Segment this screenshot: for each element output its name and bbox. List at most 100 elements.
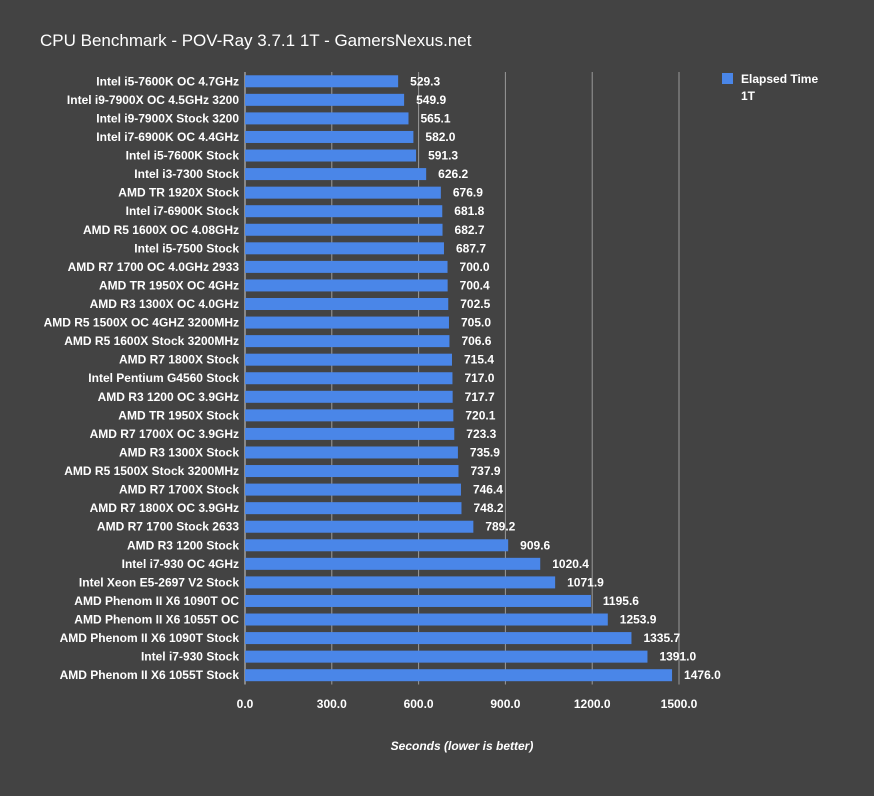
bar [245, 93, 405, 106]
category-label: AMD TR 1920X Stock [118, 186, 239, 200]
bar [245, 539, 509, 552]
x-tick-label: 600.0 [404, 697, 434, 711]
category-label: AMD R7 1700 OC 4.0GHz 2933 [68, 260, 240, 274]
data-label: 582.0 [425, 130, 455, 144]
bar [245, 557, 541, 570]
category-label: AMD Phenom II X6 1090T OC [74, 594, 239, 608]
data-label: 717.7 [465, 390, 495, 404]
category-label: AMD Phenom II X6 1055T OC [74, 613, 239, 627]
data-label: 737.9 [470, 464, 500, 478]
category-label: AMD R5 1600X Stock 3200MHz [64, 334, 239, 348]
bar [245, 260, 448, 273]
bar [245, 632, 632, 645]
bar [245, 372, 453, 385]
data-label: 549.9 [416, 93, 446, 107]
category-label: Intel i7-930 OC 4GHz [122, 557, 239, 571]
data-label: 682.7 [455, 223, 485, 237]
data-label: 702.5 [460, 297, 490, 311]
data-label: 591.3 [428, 149, 458, 163]
chart-title: CPU Benchmark - POV-Ray 3.7.1 1T - Gamer… [40, 31, 472, 50]
x-tick-label: 1200.0 [574, 697, 611, 711]
bar [245, 316, 449, 329]
category-label: AMD R3 1300X OC 4.0GHz [90, 297, 239, 311]
bar [245, 168, 427, 181]
bar [245, 75, 399, 88]
category-label: AMD R7 1700X OC 3.9GHz [90, 427, 239, 441]
data-label: 1071.9 [567, 575, 604, 589]
category-label: AMD R3 1200 Stock [127, 538, 239, 552]
category-label: AMD R5 1500X OC 4GHZ 3200MHz [44, 316, 239, 330]
bar [245, 186, 441, 199]
bar [245, 669, 673, 682]
category-label: Intel i5-7500 Stock [134, 241, 239, 255]
legend-label: Elapsed Time [741, 72, 819, 86]
data-label: 565.1 [421, 111, 451, 125]
data-label: 676.9 [453, 186, 483, 200]
data-label: 700.4 [460, 278, 490, 292]
category-label: AMD R5 1600X OC 4.08GHz [83, 223, 239, 237]
bar [245, 483, 461, 496]
bar [245, 335, 450, 348]
category-label: AMD R3 1200 OC 3.9GHz [98, 390, 239, 404]
legend-swatch [722, 73, 733, 84]
bar [245, 427, 455, 440]
legend-label-line2: 1T [741, 89, 756, 103]
data-label: 1020.4 [552, 557, 589, 571]
legend: Elapsed Time 1T [722, 71, 818, 105]
category-label: AMD R5 1500X Stock 3200MHz [64, 464, 239, 478]
data-label: 687.7 [456, 241, 486, 255]
bar [245, 502, 462, 515]
category-label: Intel Pentium G4560 Stock [88, 371, 239, 385]
bar [245, 205, 443, 218]
bar [245, 520, 474, 533]
bar [245, 390, 453, 403]
data-label: 626.2 [438, 167, 468, 181]
x-tick-label: 1500.0 [661, 697, 698, 711]
category-label: AMD R3 1300X Stock [119, 445, 239, 459]
data-label: 1195.6 [603, 594, 639, 608]
bar [245, 242, 444, 255]
data-label: 681.8 [454, 204, 484, 218]
data-label: 1476.0 [684, 668, 721, 682]
category-label: AMD R7 1800X Stock [119, 353, 239, 367]
data-label: 723.3 [466, 427, 496, 441]
category-label: AMD Phenom II X6 1090T Stock [60, 631, 240, 645]
data-label: 746.4 [473, 483, 503, 497]
data-label: 700.0 [460, 260, 490, 274]
data-label: 909.6 [520, 538, 550, 552]
category-label: Intel i5-7600K Stock [126, 149, 240, 163]
category-label: Intel i7-930 Stock [141, 650, 239, 664]
data-label: 705.0 [461, 316, 491, 330]
bar [245, 112, 409, 125]
data-label: 735.9 [470, 445, 500, 459]
data-label: 715.4 [464, 353, 494, 367]
bar [245, 149, 417, 162]
data-label: 717.0 [464, 371, 494, 385]
x-tick-label: 900.0 [490, 697, 520, 711]
bar [245, 576, 556, 589]
bar [245, 613, 608, 626]
bar [245, 446, 458, 459]
bar [245, 279, 448, 292]
data-label: 720.1 [465, 408, 495, 422]
bar [245, 465, 459, 478]
category-label: AMD TR 1950X OC 4GHz [99, 278, 239, 292]
data-label: 706.6 [461, 334, 491, 348]
category-label: Intel i7-6900K Stock [126, 204, 240, 218]
x-tick-label: 300.0 [317, 697, 347, 711]
data-label: 1391.0 [659, 650, 696, 664]
category-label: AMD R7 1700 Stock 2633 [97, 520, 239, 534]
category-label: Intel i3-7300 Stock [134, 167, 239, 181]
category-label: AMD Phenom II X6 1055T Stock [60, 668, 240, 682]
category-label: Intel Xeon E5-2697 V2 Stock [79, 575, 239, 589]
data-label: 748.2 [473, 501, 503, 515]
category-label: Intel i5-7600K OC 4.7GHz [96, 74, 239, 88]
bar [245, 130, 414, 143]
x-axis-label: Seconds (lower is better) [390, 739, 534, 753]
category-label: AMD R7 1700X Stock [119, 483, 239, 497]
data-label: 1335.7 [643, 631, 680, 645]
bar [245, 594, 591, 607]
data-label: 789.2 [485, 520, 515, 534]
category-label: Intel i9-7900X OC 4.5GHz 3200 [67, 93, 239, 107]
